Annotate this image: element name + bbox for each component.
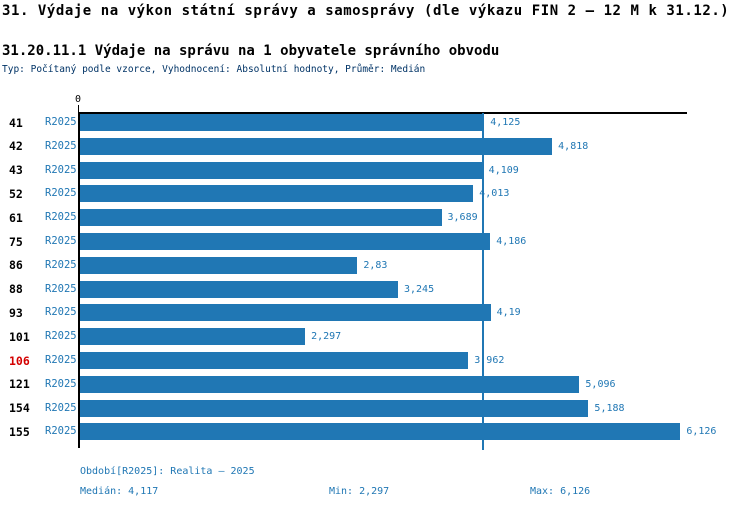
row-series-label: R2025 <box>45 282 77 295</box>
bar-value-label: 4,013 <box>479 188 510 200</box>
bar-value-label: 4,19 <box>496 307 521 319</box>
row-category-label: 88 <box>9 282 23 297</box>
bar <box>80 233 491 250</box>
row-category-label: 61 <box>9 210 23 225</box>
indicator-meta: Typ: Počítaný podle vzorce, Vyhodnocení:… <box>2 64 426 75</box>
bar <box>80 328 306 346</box>
footer-max-stat: Max: 6,126 <box>530 486 591 497</box>
x-axis-line <box>78 112 687 114</box>
row-category-label: 155 <box>9 424 30 439</box>
row-category-label: 154 <box>9 401 30 416</box>
median-reference-line <box>482 113 485 450</box>
row-series-label: R2025 <box>45 187 77 200</box>
row-category-label: 86 <box>9 258 23 273</box>
row-category-label: 121 <box>9 377 30 392</box>
bar <box>80 352 469 369</box>
row-series-label: R2025 <box>45 139 77 152</box>
bar-value-label: 6,126 <box>686 426 717 438</box>
bar-value-label: 2,297 <box>311 331 342 343</box>
bar-value-label: 3,689 <box>447 212 478 224</box>
row-series-label: R2025 <box>45 401 77 414</box>
row-series-label: R2025 <box>45 163 77 176</box>
indicator-subtitle: 31.20.11.1 Výdaje na správu na 1 obyvate… <box>2 43 500 59</box>
footer-period-legend: Období[R2025]: Realita – 2025 <box>80 466 255 477</box>
bar <box>80 209 442 227</box>
row-series-label: R2025 <box>45 211 77 224</box>
row-category-label: 106 <box>9 353 30 368</box>
bar <box>80 280 398 298</box>
row-series-label: R2025 <box>45 235 77 247</box>
bar-value-label: 5,188 <box>594 402 625 414</box>
bar <box>80 161 483 179</box>
row-category-label: 93 <box>9 305 23 320</box>
row-category-label: 101 <box>9 329 30 344</box>
row-series-label: R2025 <box>45 425 77 438</box>
bar <box>80 375 580 393</box>
bar-value-label: 4,818 <box>558 140 589 152</box>
bar-value-label: 3,962 <box>474 355 505 366</box>
bar <box>80 256 358 274</box>
row-series-label: R2025 <box>45 377 77 390</box>
row-series-label: R2025 <box>45 330 77 343</box>
bar-value-label: 5,096 <box>585 378 616 390</box>
bar <box>80 114 485 131</box>
row-category-label: 42 <box>9 139 23 154</box>
bar-value-label: 3,245 <box>404 283 435 295</box>
row-series-label: R2025 <box>45 116 77 128</box>
x-axis-tick <box>78 105 79 113</box>
bar <box>80 185 474 203</box>
bar <box>80 304 491 322</box>
x-axis-zero-label: 0 <box>74 94 82 105</box>
footer-min-stat: Min: 2,297 <box>329 486 390 497</box>
bar-value-label: 4,125 <box>490 117 521 128</box>
bar <box>80 423 681 441</box>
bar <box>80 399 589 417</box>
page-title: 31. Výdaje na výkon státní správy a samo… <box>2 3 730 19</box>
bar <box>80 137 553 155</box>
bar-value-label: 4,109 <box>488 164 519 176</box>
row-category-label: 43 <box>9 163 23 178</box>
bar-value-label: 4,186 <box>496 236 527 247</box>
row-category-label: 41 <box>9 115 23 130</box>
footer-median-stat: Medián: 4,117 <box>80 486 159 497</box>
bar-value-label: 2,83 <box>363 259 388 271</box>
row-series-label: R2025 <box>45 306 77 319</box>
row-series-label: R2025 <box>45 258 77 271</box>
row-category-label: 75 <box>9 234 23 249</box>
y-axis-line <box>77 112 80 448</box>
row-category-label: 52 <box>9 186 23 201</box>
row-series-label: R2025 <box>45 354 77 366</box>
